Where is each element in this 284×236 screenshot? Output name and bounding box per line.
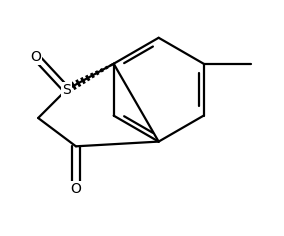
Text: O: O: [70, 182, 81, 196]
Text: S: S: [62, 83, 71, 97]
Text: O: O: [30, 50, 41, 64]
